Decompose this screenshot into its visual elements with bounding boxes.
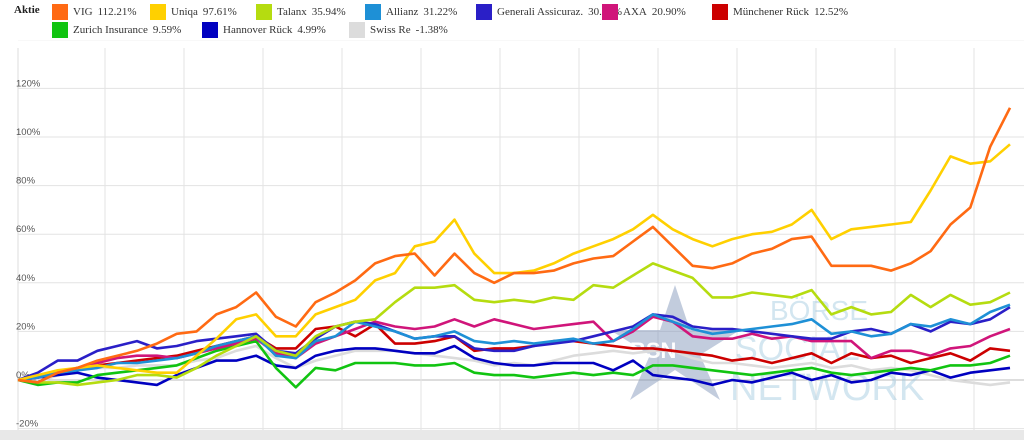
- legend-label: Allianz: [386, 6, 419, 18]
- y-tick-label: 20%: [16, 321, 36, 332]
- legend-value: 112.21%: [97, 6, 137, 18]
- legend-value: 31.22%: [423, 6, 458, 18]
- series-line-allianz[interactable]: [17, 303, 1011, 382]
- legend-label: AXA: [623, 6, 647, 18]
- legend-swatch: [256, 4, 272, 20]
- legend-swatch: [712, 4, 728, 20]
- legend-label: VIG: [73, 6, 93, 18]
- legend-value: 12.52%: [814, 6, 848, 18]
- series-line-hannover-r-ck[interactable]: [17, 344, 1011, 387]
- legend-label: Uniqa: [171, 6, 198, 18]
- legend-swatch: [349, 22, 365, 38]
- legend-title: Aktie: [14, 4, 40, 16]
- legend-item[interactable]: Allianz 31.22%: [365, 4, 457, 20]
- legend-item[interactable]: Uniqa 97.61%: [150, 4, 237, 20]
- y-tick-label: 80%: [16, 176, 36, 187]
- series-line-uniqa[interactable]: [17, 143, 1011, 382]
- line-chart: -20% 0% 20% 40% 60% 80% 100% 120% BSN BÖRSE SOC…: [0, 40, 1024, 440]
- legend-item[interactable]: Generali Assicuraz.30.32%: [476, 4, 622, 20]
- series-line-zurich-insurance[interactable]: [17, 339, 1011, 389]
- legend-swatch: [52, 22, 68, 38]
- legend-item[interactable]: AXA 20.90%: [602, 4, 686, 20]
- legend-swatch: [202, 22, 218, 38]
- legend-swatch: [602, 4, 618, 20]
- series-line-m-nchener-r-ck[interactable]: [17, 322, 1011, 384]
- legend-item[interactable]: VIG 112.21%: [52, 4, 137, 20]
- legend-swatch: [150, 4, 166, 20]
- legend-swatch: [365, 4, 381, 20]
- legend-item[interactable]: Zurich Insurance 9.59%: [52, 22, 181, 38]
- legend-value: 4.99%: [297, 24, 326, 36]
- legend-label: Hannover Rück: [223, 24, 293, 36]
- y-tick-label: 40%: [16, 273, 36, 284]
- watermark-logo: BSN BÖRSE SOCIAL NETWORK: [610, 285, 924, 409]
- legend-label: Generali Assicuraz.: [497, 6, 584, 18]
- watermark-star: [610, 285, 740, 400]
- legend-item[interactable]: Talanx 35.94%: [256, 4, 346, 20]
- legend-label: Talanx: [277, 6, 307, 18]
- legend-swatch: [52, 4, 68, 20]
- legend-label: Münchener Rück: [733, 6, 810, 18]
- series-line-generali-assicuraz-[interactable]: [17, 305, 1011, 382]
- legend-value: 20.90%: [651, 6, 686, 18]
- legend-value: 9.59%: [152, 24, 182, 36]
- y-tick-label: 0%: [16, 370, 30, 381]
- legend-value: -1.38%: [415, 24, 448, 36]
- y-tick-label: 120%: [16, 78, 41, 89]
- legend-value: 97.61%: [202, 6, 237, 18]
- legend-label: Swiss Re: [370, 24, 411, 36]
- scrollbar[interactable]: [0, 430, 1024, 440]
- y-tick-label: -20%: [16, 419, 39, 430]
- legend-item[interactable]: Münchener Rück 12.52%: [712, 4, 848, 20]
- legend-item[interactable]: Swiss Re -1.38%: [349, 22, 448, 38]
- series-line-talanx[interactable]: [17, 262, 1011, 387]
- series-line-vig[interactable]: [17, 107, 1012, 384]
- legend-value: 35.94%: [311, 6, 346, 18]
- y-tick-label: 60%: [16, 224, 36, 235]
- legend-label: Zurich Insurance: [73, 24, 148, 36]
- legend-item[interactable]: Hannover Rück 4.99%: [202, 22, 326, 38]
- y-tick-label: 100%: [16, 127, 41, 138]
- legend-swatch: [476, 4, 492, 20]
